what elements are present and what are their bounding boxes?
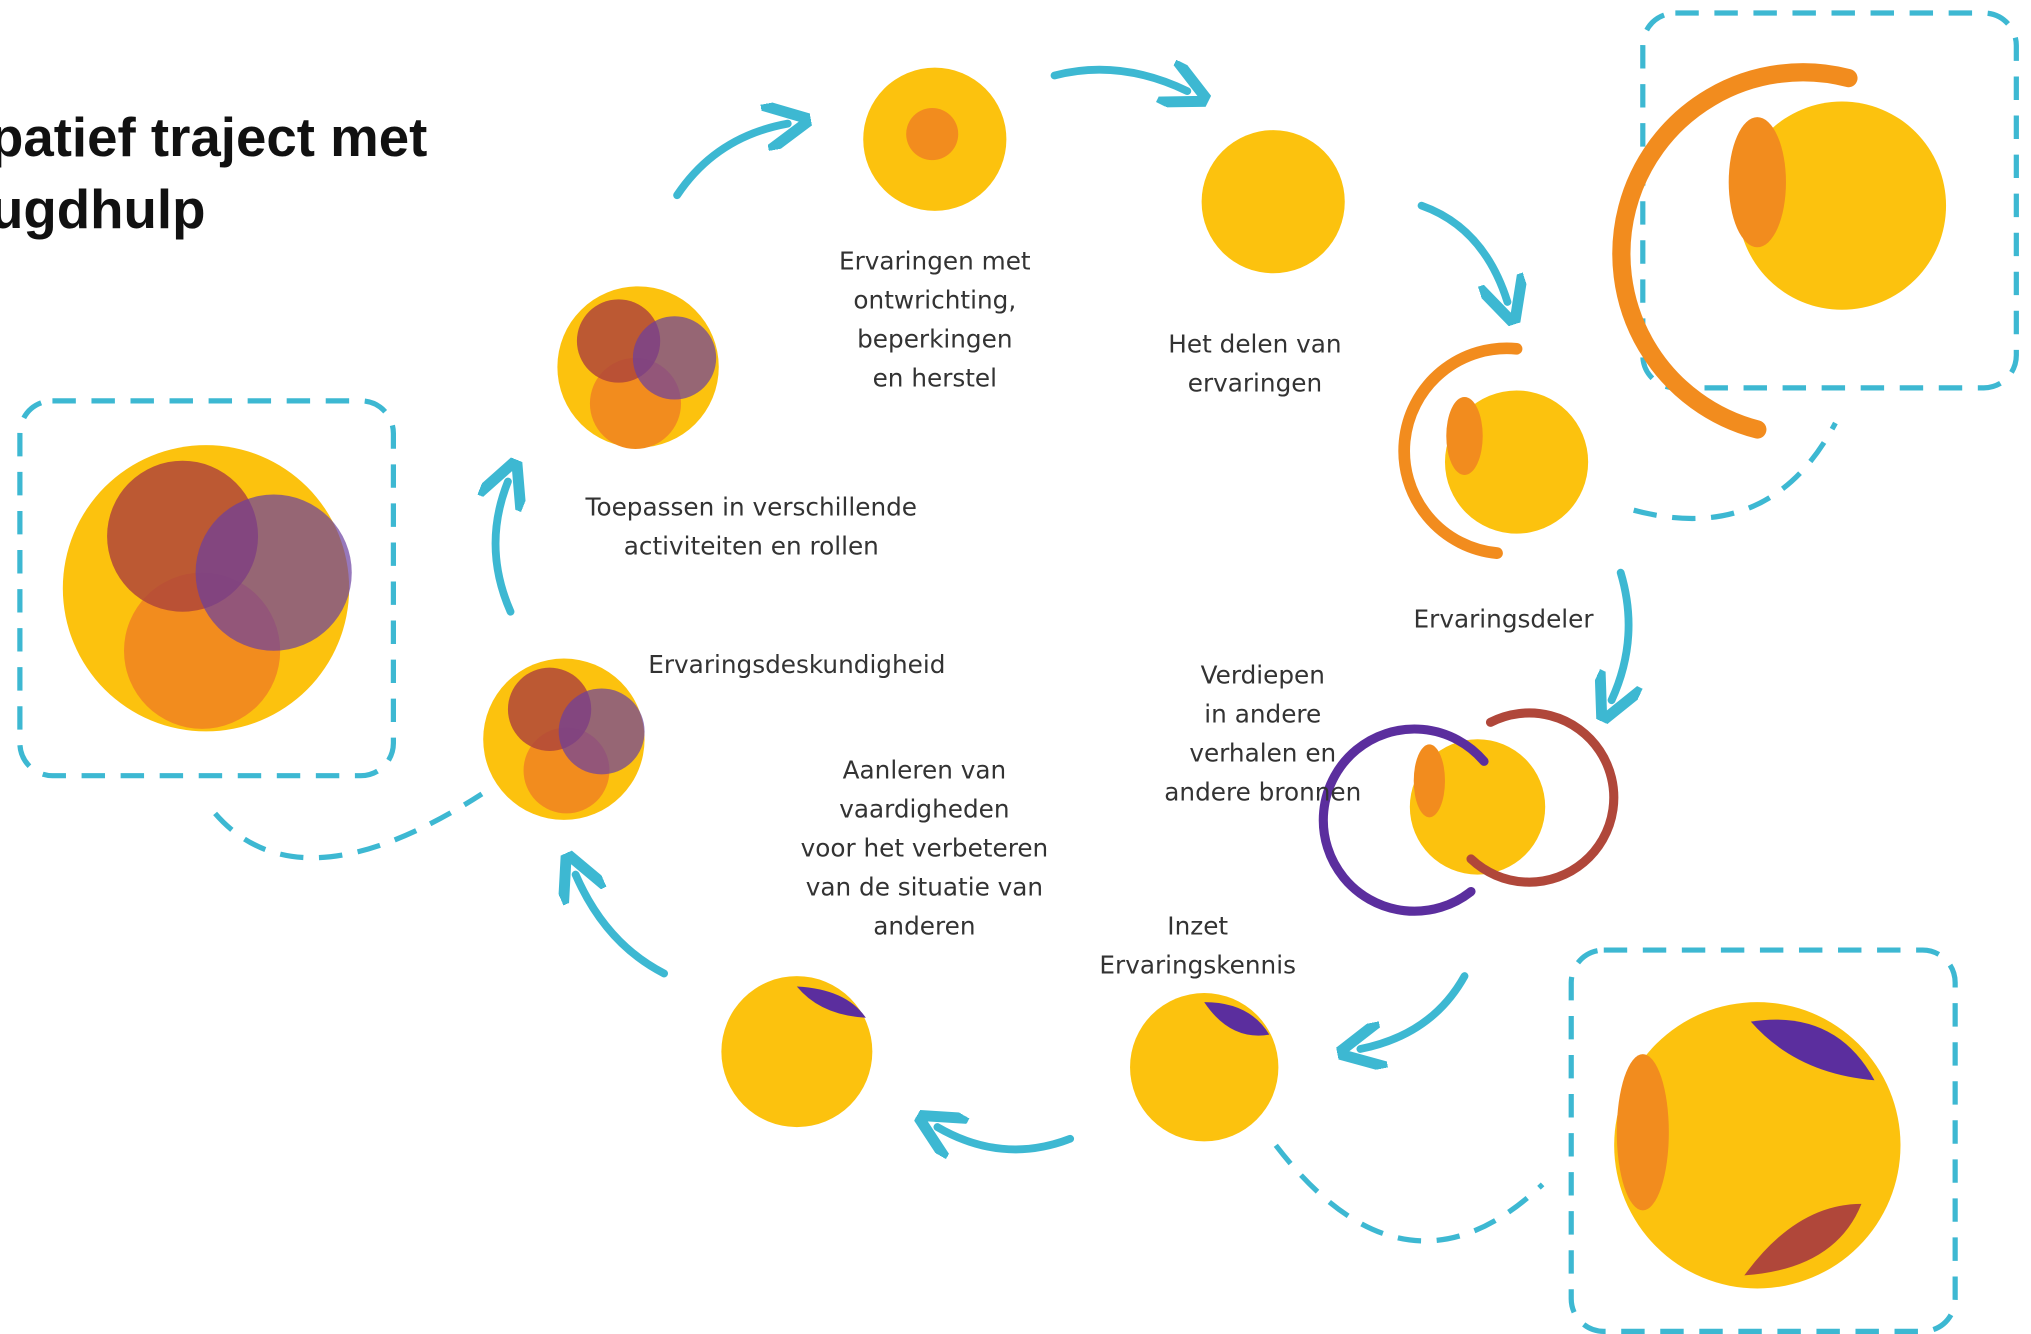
step-label: voor het verbeteren — [801, 833, 1049, 862]
step-labels: Ervaringen met ontwrichting, beperkingen en… — [585, 246, 1595, 979]
step-label: Toepassen in verschillende — [585, 492, 917, 521]
step-label: Het delen van — [1168, 330, 1341, 359]
step-label: Ervaringskennis — [1099, 950, 1296, 979]
step-label: vaardigheden — [839, 794, 1009, 823]
step-label: activiteiten en rollen — [624, 531, 879, 560]
step-label: anderen — [873, 911, 975, 940]
blobs — [62, 63, 1947, 1289]
step-label: van de situatie van — [806, 872, 1043, 901]
step-label: andere bronnen — [1164, 777, 1361, 806]
step-label: verhalen en — [1189, 738, 1336, 767]
step-label: ontwrichting, — [853, 285, 1016, 314]
callouts — [17, 10, 2019, 1334]
cycle-arrows — [496, 70, 1629, 1150]
title-line: ugdhulp — [0, 179, 205, 240]
step-label: in andere — [1204, 699, 1321, 728]
step-label: beperkingen — [857, 324, 1012, 353]
step-label: Ervaringen met — [839, 246, 1031, 275]
step-label: Inzet — [1167, 911, 1228, 940]
step-label: Ervaringsdeler — [1414, 604, 1595, 633]
step-label: ervaringen — [1188, 369, 1322, 398]
step-label: Verdiepen — [1201, 660, 1325, 689]
title-line: patief traject met — [0, 107, 427, 168]
step-label: Ervaringsdeskundigheid — [648, 650, 945, 679]
step-label: Aanleren van — [843, 755, 1007, 784]
step-label: en herstel — [873, 364, 997, 393]
